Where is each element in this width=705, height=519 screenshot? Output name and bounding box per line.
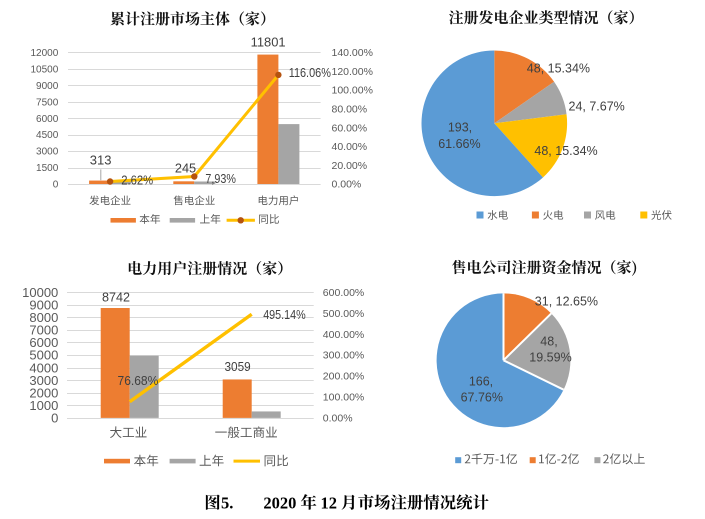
svg-text:9000: 9000	[29, 298, 58, 313]
svg-text:8000: 8000	[29, 310, 58, 325]
svg-text:19.59%: 19.59%	[529, 350, 571, 364]
svg-text:1000: 1000	[29, 398, 58, 413]
svg-text:20.00%: 20.00%	[332, 160, 368, 172]
svg-text:10000: 10000	[22, 285, 58, 300]
svg-text:120.00%: 120.00%	[332, 66, 373, 78]
svg-text:12000: 12000	[30, 48, 58, 59]
svg-text:10500: 10500	[30, 65, 58, 76]
svg-text:76.68%: 76.68%	[118, 373, 159, 388]
svg-text:3000: 3000	[29, 373, 58, 388]
svg-text:193,: 193,	[448, 120, 472, 134]
svg-text:31, 12.65%: 31, 12.65%	[535, 295, 598, 309]
svg-text:61.66%: 61.66%	[438, 137, 480, 151]
svg-text:2.62%: 2.62%	[121, 173, 153, 188]
svg-text:200.00%: 200.00%	[323, 371, 364, 383]
svg-text:495.14%: 495.14%	[263, 307, 306, 322]
svg-text:0.00%: 0.00%	[332, 179, 362, 191]
svg-text:3059: 3059	[225, 359, 251, 374]
svg-text:1500: 1500	[36, 163, 59, 174]
svg-text:5.: 5.	[221, 493, 233, 512]
svg-text:48,: 48,	[540, 335, 557, 349]
svg-text:0: 0	[53, 180, 59, 191]
svg-text:2000: 2000	[29, 386, 58, 401]
svg-text:6000: 6000	[36, 114, 59, 125]
svg-text:24, 7.67%: 24, 7.67%	[569, 99, 625, 113]
svg-text:8742: 8742	[102, 290, 130, 305]
svg-text:7500: 7500	[36, 97, 59, 108]
svg-text:67.76%: 67.76%	[461, 391, 503, 405]
svg-text:400.00%: 400.00%	[323, 329, 364, 341]
svg-text:7000: 7000	[29, 323, 58, 338]
svg-text:4500: 4500	[36, 130, 59, 141]
svg-text:166,: 166,	[469, 375, 493, 389]
svg-text:4000: 4000	[29, 360, 58, 375]
svg-text:245: 245	[175, 161, 196, 176]
svg-text:100.00%: 100.00%	[332, 85, 373, 97]
svg-text:100.00%: 100.00%	[323, 392, 364, 404]
svg-text:80.00%: 80.00%	[332, 104, 368, 116]
svg-text:6000: 6000	[29, 335, 58, 350]
svg-text:116.06%: 116.06%	[289, 65, 332, 80]
svg-text:9000: 9000	[36, 81, 59, 92]
svg-text:3000: 3000	[36, 147, 59, 158]
svg-text:313: 313	[90, 153, 112, 168]
svg-text:48, 15.34%: 48, 15.34%	[527, 61, 590, 75]
svg-text:40.00%: 40.00%	[332, 141, 368, 153]
svg-text:0.00%: 0.00%	[323, 413, 353, 425]
svg-text:2020: 2020	[263, 493, 296, 512]
svg-text:5000: 5000	[29, 348, 58, 363]
svg-text:0: 0	[51, 411, 58, 426]
svg-text:11801: 11801	[251, 34, 286, 49]
svg-text:12: 12	[321, 493, 338, 512]
svg-text:140.00%: 140.00%	[332, 47, 373, 59]
svg-text:600.00%: 600.00%	[323, 287, 364, 299]
svg-text:7,93%: 7,93%	[205, 171, 236, 186]
svg-text:48, 15.34%: 48, 15.34%	[534, 144, 597, 158]
svg-text:500.00%: 500.00%	[323, 308, 364, 320]
svg-text:300.00%: 300.00%	[323, 350, 364, 362]
svg-text:60.00%: 60.00%	[332, 122, 368, 134]
